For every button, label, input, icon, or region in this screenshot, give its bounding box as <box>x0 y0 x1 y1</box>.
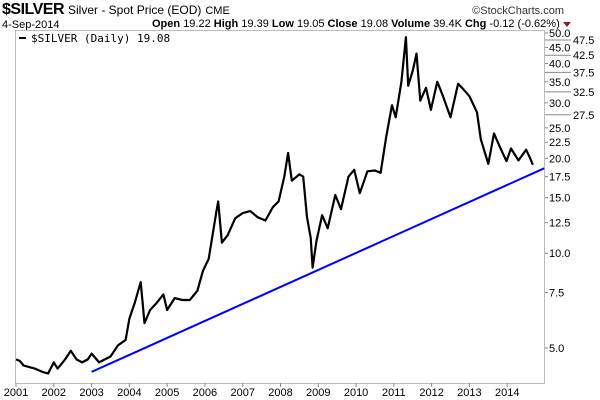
y-tick-label: 40.0 <box>549 59 570 71</box>
y-tick-label: 25.0 <box>549 123 570 135</box>
close-label: Close <box>327 18 358 30</box>
y-tick-label: 20.0 <box>549 153 570 165</box>
down-triangle-icon <box>562 21 571 27</box>
quote-date: 4-Sep-2014 <box>2 19 60 31</box>
y-tick-label: 47.5 <box>573 35 594 47</box>
y-tick-label: 30.0 <box>549 98 570 110</box>
legend-label: $SILVER (Daily) 19.08 <box>31 32 170 45</box>
x-tick-label: 2001 <box>4 387 28 399</box>
y-tick-label: 10.0 <box>549 248 570 260</box>
high-value: 19.39 <box>241 18 269 30</box>
chg-value: -0.12 (-0.62%) <box>489 18 560 30</box>
exchange: CME <box>205 5 230 17</box>
chg-label: Chg <box>464 18 487 30</box>
source-watermark: ©StockCharts.com <box>472 5 564 17</box>
x-tick-label: 2012 <box>419 387 443 399</box>
plot-area <box>15 30 545 384</box>
y-tick-label: 22.5 <box>549 137 570 149</box>
y-tick-label: 35.0 <box>549 77 570 89</box>
title-row: $SILVER Silver - Spot Price (EOD) CME <box>2 1 230 19</box>
description: Silver - Spot Price (EOD) <box>68 3 202 17</box>
price-line <box>15 36 534 375</box>
volume-value: 39.4K <box>433 18 462 30</box>
x-tick-label: 2003 <box>79 387 103 399</box>
y-tick-label: 12.5 <box>549 218 570 230</box>
x-tick-label: 2006 <box>193 387 217 399</box>
close-value: 19.08 <box>360 18 389 30</box>
y-tick-label: 45.0 <box>549 42 570 54</box>
open-value: 19.22 <box>183 18 211 30</box>
symbol: $SILVER <box>2 1 65 18</box>
low-label: Low <box>271 18 294 30</box>
x-tick-label: 2002 <box>42 387 66 399</box>
x-tick-label: 2013 <box>457 387 481 399</box>
y-tick-label: 5.0 <box>549 343 564 355</box>
y-tick-label: 50.0 <box>549 28 570 40</box>
x-tick-label: 2011 <box>382 387 406 399</box>
x-tick-label: 2004 <box>117 387 141 399</box>
y-tick-label: 7.5 <box>549 288 564 300</box>
y-tick-label: 15.0 <box>549 193 570 205</box>
low-value: 19.05 <box>296 18 325 30</box>
x-tick-label: 2010 <box>344 387 368 399</box>
y-tick-label: 37.5 <box>573 67 594 79</box>
x-tick-label: 2009 <box>306 387 330 399</box>
y-tick-label: 32.5 <box>573 87 594 99</box>
y-tick-label: 17.5 <box>549 172 570 184</box>
x-tick-label: 2007 <box>230 387 254 399</box>
quote-bar: Open 19.22 High 19.39 Low 19.05 Close 19… <box>152 18 571 30</box>
open-label: Open <box>152 18 181 30</box>
x-tick-label: 2014 <box>495 387 519 399</box>
x-tick-label: 2008 <box>268 387 292 399</box>
volume-label: Volume <box>391 18 431 30</box>
x-tick-label: 2005 <box>155 387 179 399</box>
y-tick-label: 42.5 <box>573 50 594 62</box>
y-tick-label: 27.5 <box>573 110 594 122</box>
high-label: High <box>213 18 239 30</box>
trendline <box>91 167 545 373</box>
